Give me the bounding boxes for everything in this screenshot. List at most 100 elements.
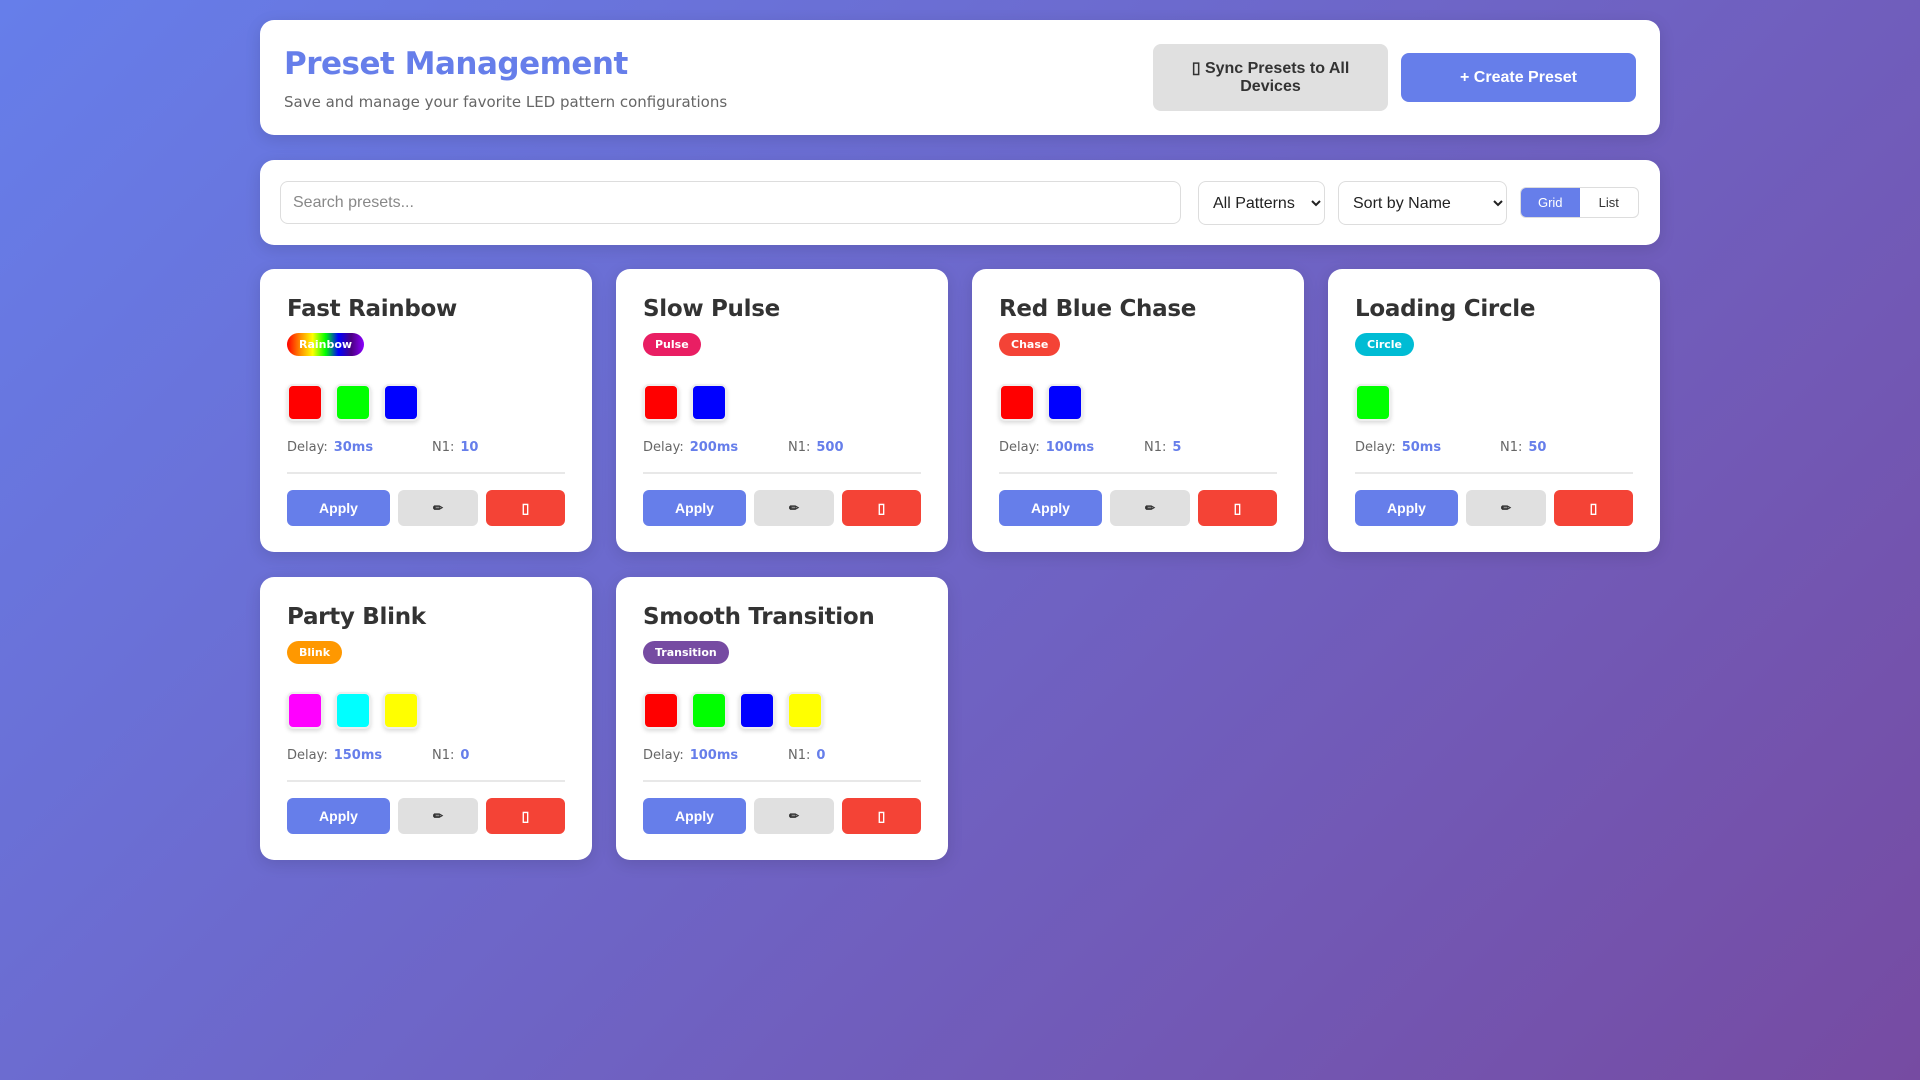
sync-presets-button[interactable]: ▯ Sync Presets to All Devices <box>1153 44 1388 111</box>
delay-value: 150ms <box>333 748 383 763</box>
edit-button[interactable]: ✏ <box>1466 490 1546 526</box>
preset-name: Smooth Transition <box>643 604 875 630</box>
delay-label: Delay: <box>287 440 328 455</box>
n1-label: N1: <box>1500 440 1523 455</box>
preset-name: Loading Circle <box>1355 296 1536 322</box>
preset-actions: Apply ✏ ▯ <box>287 798 565 834</box>
apply-button[interactable]: Apply <box>287 798 390 834</box>
pencil-icon: ✏ <box>1144 501 1156 515</box>
sort-select[interactable]: Sort by Name <box>1338 181 1507 225</box>
pattern-filter-select[interactable]: All Patterns <box>1198 181 1325 225</box>
delay-stat: Delay: 30ms <box>287 440 373 455</box>
n1-value: 0 <box>460 748 470 763</box>
n1-value: 5 <box>1172 440 1182 455</box>
n1-stat: N1: 0 <box>432 748 469 763</box>
edit-button[interactable]: ✏ <box>754 490 834 526</box>
n1-value: 10 <box>460 440 479 455</box>
delay-stat: Delay: 100ms <box>999 440 1094 455</box>
edit-button[interactable]: ✏ <box>398 798 478 834</box>
divider <box>1355 472 1633 474</box>
apply-button[interactable]: Apply <box>999 490 1102 526</box>
apply-button[interactable]: Apply <box>643 490 746 526</box>
edit-button[interactable]: ✏ <box>1110 490 1190 526</box>
delay-stat: Delay: 200ms <box>643 440 738 455</box>
color-swatch <box>999 384 1035 421</box>
trash-icon: ▯ <box>521 499 530 516</box>
apply-button[interactable]: Apply <box>643 798 746 834</box>
delay-stat: Delay: 100ms <box>643 748 738 763</box>
preset-stats: Delay: 50ms N1: 50 <box>1355 440 1635 455</box>
preset-card: Red Blue Chase Chase Delay: 100ms N1: 5 Ap… <box>972 269 1304 552</box>
page-header: Preset Management Save and manage your f… <box>260 20 1660 135</box>
color-swatch <box>335 692 371 729</box>
color-swatch <box>1047 384 1083 421</box>
color-swatches <box>999 384 1083 421</box>
color-swatch <box>739 692 775 729</box>
pattern-badge: Transition <box>643 641 729 664</box>
delete-button[interactable]: ▯ <box>486 490 565 526</box>
divider <box>287 780 565 782</box>
n1-label: N1: <box>788 748 811 763</box>
apply-button[interactable]: Apply <box>287 490 390 526</box>
delay-label: Delay: <box>1355 440 1396 455</box>
preset-actions: Apply ✏ ▯ <box>643 798 921 834</box>
preset-card: Smooth Transition Transition Delay: 100ms… <box>616 577 948 860</box>
pattern-badge: Rainbow <box>287 333 365 356</box>
color-swatch <box>383 384 419 421</box>
view-list-button[interactable]: List <box>1598 195 1619 210</box>
delay-value: 50ms <box>1401 440 1442 455</box>
n1-label: N1: <box>432 748 455 763</box>
delay-value: 100ms <box>1045 440 1095 455</box>
preset-actions: Apply ✏ ▯ <box>999 490 1277 526</box>
trash-icon: ▯ <box>877 807 886 824</box>
delay-value: 200ms <box>689 440 739 455</box>
edit-button[interactable]: ✏ <box>398 490 478 526</box>
pattern-badge: Blink <box>287 641 343 664</box>
color-swatches <box>1355 384 1391 421</box>
pencil-icon: ✏ <box>788 501 800 515</box>
delay-value: 100ms <box>689 748 739 763</box>
edit-button[interactable]: ✏ <box>754 798 834 834</box>
create-preset-button[interactable]: + Create Preset <box>1401 53 1636 102</box>
n1-label: N1: <box>1144 440 1167 455</box>
pencil-icon: ✏ <box>1500 501 1512 515</box>
preset-stats: Delay: 100ms N1: 0 <box>643 748 923 763</box>
divider <box>643 472 921 474</box>
trash-icon: ▯ <box>877 499 886 516</box>
apply-button[interactable]: Apply <box>1355 490 1458 526</box>
preset-card: Fast Rainbow Rainbow Delay: 30ms N1: 10 Ap… <box>260 269 592 552</box>
preset-actions: Apply ✏ ▯ <box>287 490 565 526</box>
color-swatch <box>287 692 323 729</box>
n1-stat: N1: 0 <box>788 748 825 763</box>
delay-label: Delay: <box>999 440 1040 455</box>
n1-value: 50 <box>1528 440 1547 455</box>
n1-label: N1: <box>432 440 455 455</box>
preset-actions: Apply ✏ ▯ <box>643 490 921 526</box>
n1-stat: N1: 10 <box>432 440 478 455</box>
delete-button[interactable]: ▯ <box>1554 490 1633 526</box>
n1-stat: N1: 50 <box>1500 440 1546 455</box>
view-grid-button[interactable]: Grid <box>1521 188 1580 217</box>
delete-button[interactable]: ▯ <box>842 798 921 834</box>
color-swatch <box>643 692 679 729</box>
color-swatch <box>1355 384 1391 421</box>
preset-actions: Apply ✏ ▯ <box>1355 490 1633 526</box>
n1-value: 0 <box>816 748 826 763</box>
preset-stats: Delay: 100ms N1: 5 <box>999 440 1279 455</box>
search-input[interactable] <box>280 181 1181 224</box>
filter-toolbar: All Patterns Sort by Name Grid List <box>260 160 1660 245</box>
color-swatches <box>287 384 419 421</box>
color-swatch <box>287 384 323 421</box>
divider <box>287 472 565 474</box>
delay-stat: Delay: 50ms <box>1355 440 1441 455</box>
pattern-badge: Circle <box>1355 333 1415 356</box>
delete-button[interactable]: ▯ <box>842 490 921 526</box>
pencil-icon: ✏ <box>788 809 800 823</box>
n1-label: N1: <box>788 440 811 455</box>
delete-button[interactable]: ▯ <box>486 798 565 834</box>
n1-value: 500 <box>816 440 844 455</box>
delete-button[interactable]: ▯ <box>1198 490 1277 526</box>
preset-card: Loading Circle Circle Delay: 50ms N1: 50 A… <box>1328 269 1660 552</box>
preset-name: Party Blink <box>287 604 426 630</box>
delay-label: Delay: <box>643 748 684 763</box>
